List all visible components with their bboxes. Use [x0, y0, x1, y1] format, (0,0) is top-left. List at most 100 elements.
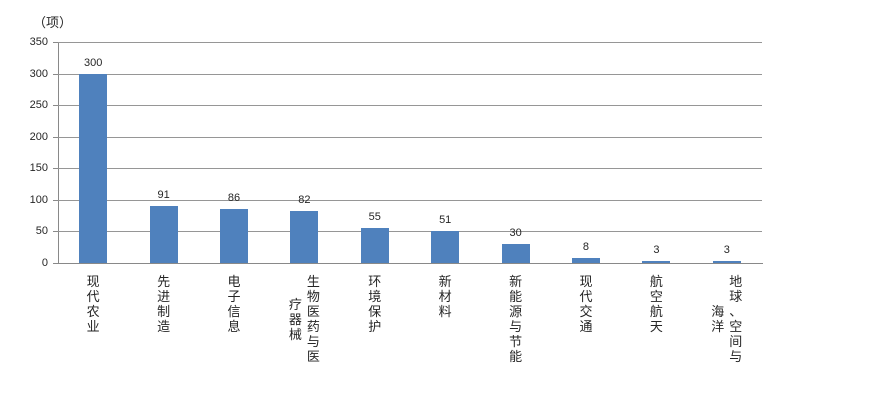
x-axis-category-label-char: 造: [157, 319, 171, 334]
x-axis-category-label-char: 疗: [288, 296, 302, 312]
x-axis-category-label-char: 进: [157, 289, 171, 304]
x-axis-category-label-column: 航空航天: [648, 274, 664, 334]
x-axis-category-label-char: 洋: [711, 319, 725, 334]
bar-value-label: 55: [368, 211, 381, 224]
y-axis-tick-mark: [53, 231, 58, 233]
x-axis-category-label: 先进制造: [128, 274, 198, 334]
gridline: [58, 231, 762, 233]
y-axis-tick-label: 200: [29, 130, 48, 143]
x-axis-category-label-char: 境: [368, 289, 382, 304]
y-axis-tick-label: 350: [29, 36, 48, 48]
x-axis-category-label-char: 子: [227, 289, 241, 304]
x-axis-category-label-char: 业: [86, 319, 100, 334]
plot-area: [58, 42, 763, 264]
bar: [431, 230, 460, 263]
x-axis-category-label: 新材料: [410, 274, 480, 319]
x-axis-category-label-char: 节: [509, 334, 523, 349]
x-axis-category-label-char: 能: [509, 289, 523, 304]
x-axis-category-label-char: 制: [157, 304, 171, 319]
bar-value-label: 86: [227, 191, 241, 204]
y-axis-tick-label: 150: [29, 162, 48, 175]
x-axis-category-label-column: 新材料: [437, 274, 453, 319]
x-axis-category-label: 环境保护: [340, 274, 410, 334]
x-axis-category-label-char: 代: [579, 289, 593, 304]
y-axis-tick-mark: [53, 168, 58, 170]
bar: [290, 211, 319, 263]
x-axis-category-label: 现代农业: [58, 274, 128, 334]
x-axis-category-label-column: 海洋: [710, 304, 726, 334]
gridline: [58, 136, 762, 138]
x-axis-category-label-char: 地: [729, 274, 743, 289]
y-axis-tick-label: 50: [35, 225, 48, 238]
y-axis-tick-mark: [53, 73, 58, 75]
x-axis-category-label-char: 农: [86, 304, 100, 319]
bar-value-label: 30: [509, 227, 522, 240]
y-axis-tick-mark: [53, 263, 58, 264]
x-axis-category-label-column: 新能源与节能: [508, 274, 524, 364]
x-axis-category-label-char: 天: [649, 319, 663, 334]
y-axis-tick-mark: [53, 105, 58, 107]
x-axis-category-label-char: 器: [288, 311, 302, 327]
bar: [501, 244, 530, 263]
x-axis-category-label-char: 代: [86, 289, 100, 304]
x-axis-category-label-char: 航: [649, 304, 663, 319]
y-axis-tick-label: 100: [29, 193, 48, 206]
x-axis-category-label-char: 保: [368, 304, 382, 319]
x-axis-category-label: 现代交通: [551, 274, 621, 334]
x-axis-category-label-char: 料: [438, 304, 452, 319]
y-axis-tick-label: 250: [29, 99, 48, 112]
x-axis-category-label-char: 生: [306, 274, 320, 289]
x-axis-category-label-char: 现: [579, 274, 593, 289]
gridline: [58, 73, 762, 75]
x-axis-category-label: 生物医药与医疗器械: [269, 274, 339, 364]
bar-value-label: 51: [439, 213, 452, 226]
x-axis-category-label-char: 物: [306, 289, 320, 304]
x-axis-category-label-char: 与: [729, 349, 743, 364]
x-axis-category-label: 新能源与节能: [480, 274, 550, 364]
y-axis-tick-mark: [53, 199, 58, 201]
bar-value-label: 3: [723, 244, 730, 257]
bar: [149, 205, 178, 263]
x-axis-category-label-column: 环境保护: [367, 274, 383, 334]
x-axis-category-label-char: 海: [711, 304, 725, 319]
x-axis-category-label-char: 源: [509, 304, 523, 319]
x-axis-category-label: 电子信息: [199, 274, 269, 334]
gridline: [58, 168, 762, 170]
x-axis-category-label-char: 息: [227, 319, 241, 334]
x-axis-category-label-char: 材: [438, 289, 452, 304]
y-axis-tick-label: 0: [41, 257, 48, 269]
x-axis-category-label-char: 信: [227, 304, 241, 319]
bar: [642, 261, 671, 263]
x-axis-category-label-char: 医: [306, 349, 320, 364]
bar-value-label: 82: [298, 194, 311, 207]
y-axis-tick-label: 300: [29, 67, 48, 80]
x-axis-category-label-char: 航: [649, 274, 663, 289]
bar: [712, 261, 741, 263]
x-axis-category-label-column: 现代交通: [578, 274, 594, 334]
x-axis-category-label-column: 现代农业: [85, 274, 101, 334]
x-axis-category-label-column: 电子信息: [226, 274, 242, 334]
x-axis-category-label-column: 先进制造: [156, 274, 172, 334]
bar: [572, 257, 600, 263]
x-axis-category-label-char: 与: [509, 319, 523, 334]
bar-value-label: 8: [582, 240, 590, 253]
x-axis-category-label-char: 电: [227, 274, 241, 289]
x-axis-category-label-char: 新: [509, 274, 523, 289]
x-axis-category-label-char: 先: [157, 274, 171, 289]
x-axis-category-label-char: 新: [438, 274, 452, 289]
x-axis-category-label-char: 药: [306, 319, 320, 334]
x-axis-category-label-char: 空: [649, 289, 663, 304]
x-axis-category-label-column: 疗器械: [287, 297, 303, 342]
bar: [220, 208, 248, 263]
x-axis-category-label: 航空航天: [621, 274, 691, 334]
x-axis-category-label: 地球、空间与海洋: [692, 274, 762, 364]
x-axis-category-label-char: 空: [729, 319, 743, 334]
x-axis-category-label-char: 、: [729, 304, 743, 319]
bar-value-label: 91: [157, 188, 170, 201]
gridline: [58, 199, 762, 201]
x-axis-category-label-char: 与: [306, 334, 320, 349]
bar: [79, 73, 108, 263]
x-axis-category-label-char: 间: [729, 334, 743, 349]
x-axis-category-label-column: 地球、空间与: [728, 274, 744, 364]
